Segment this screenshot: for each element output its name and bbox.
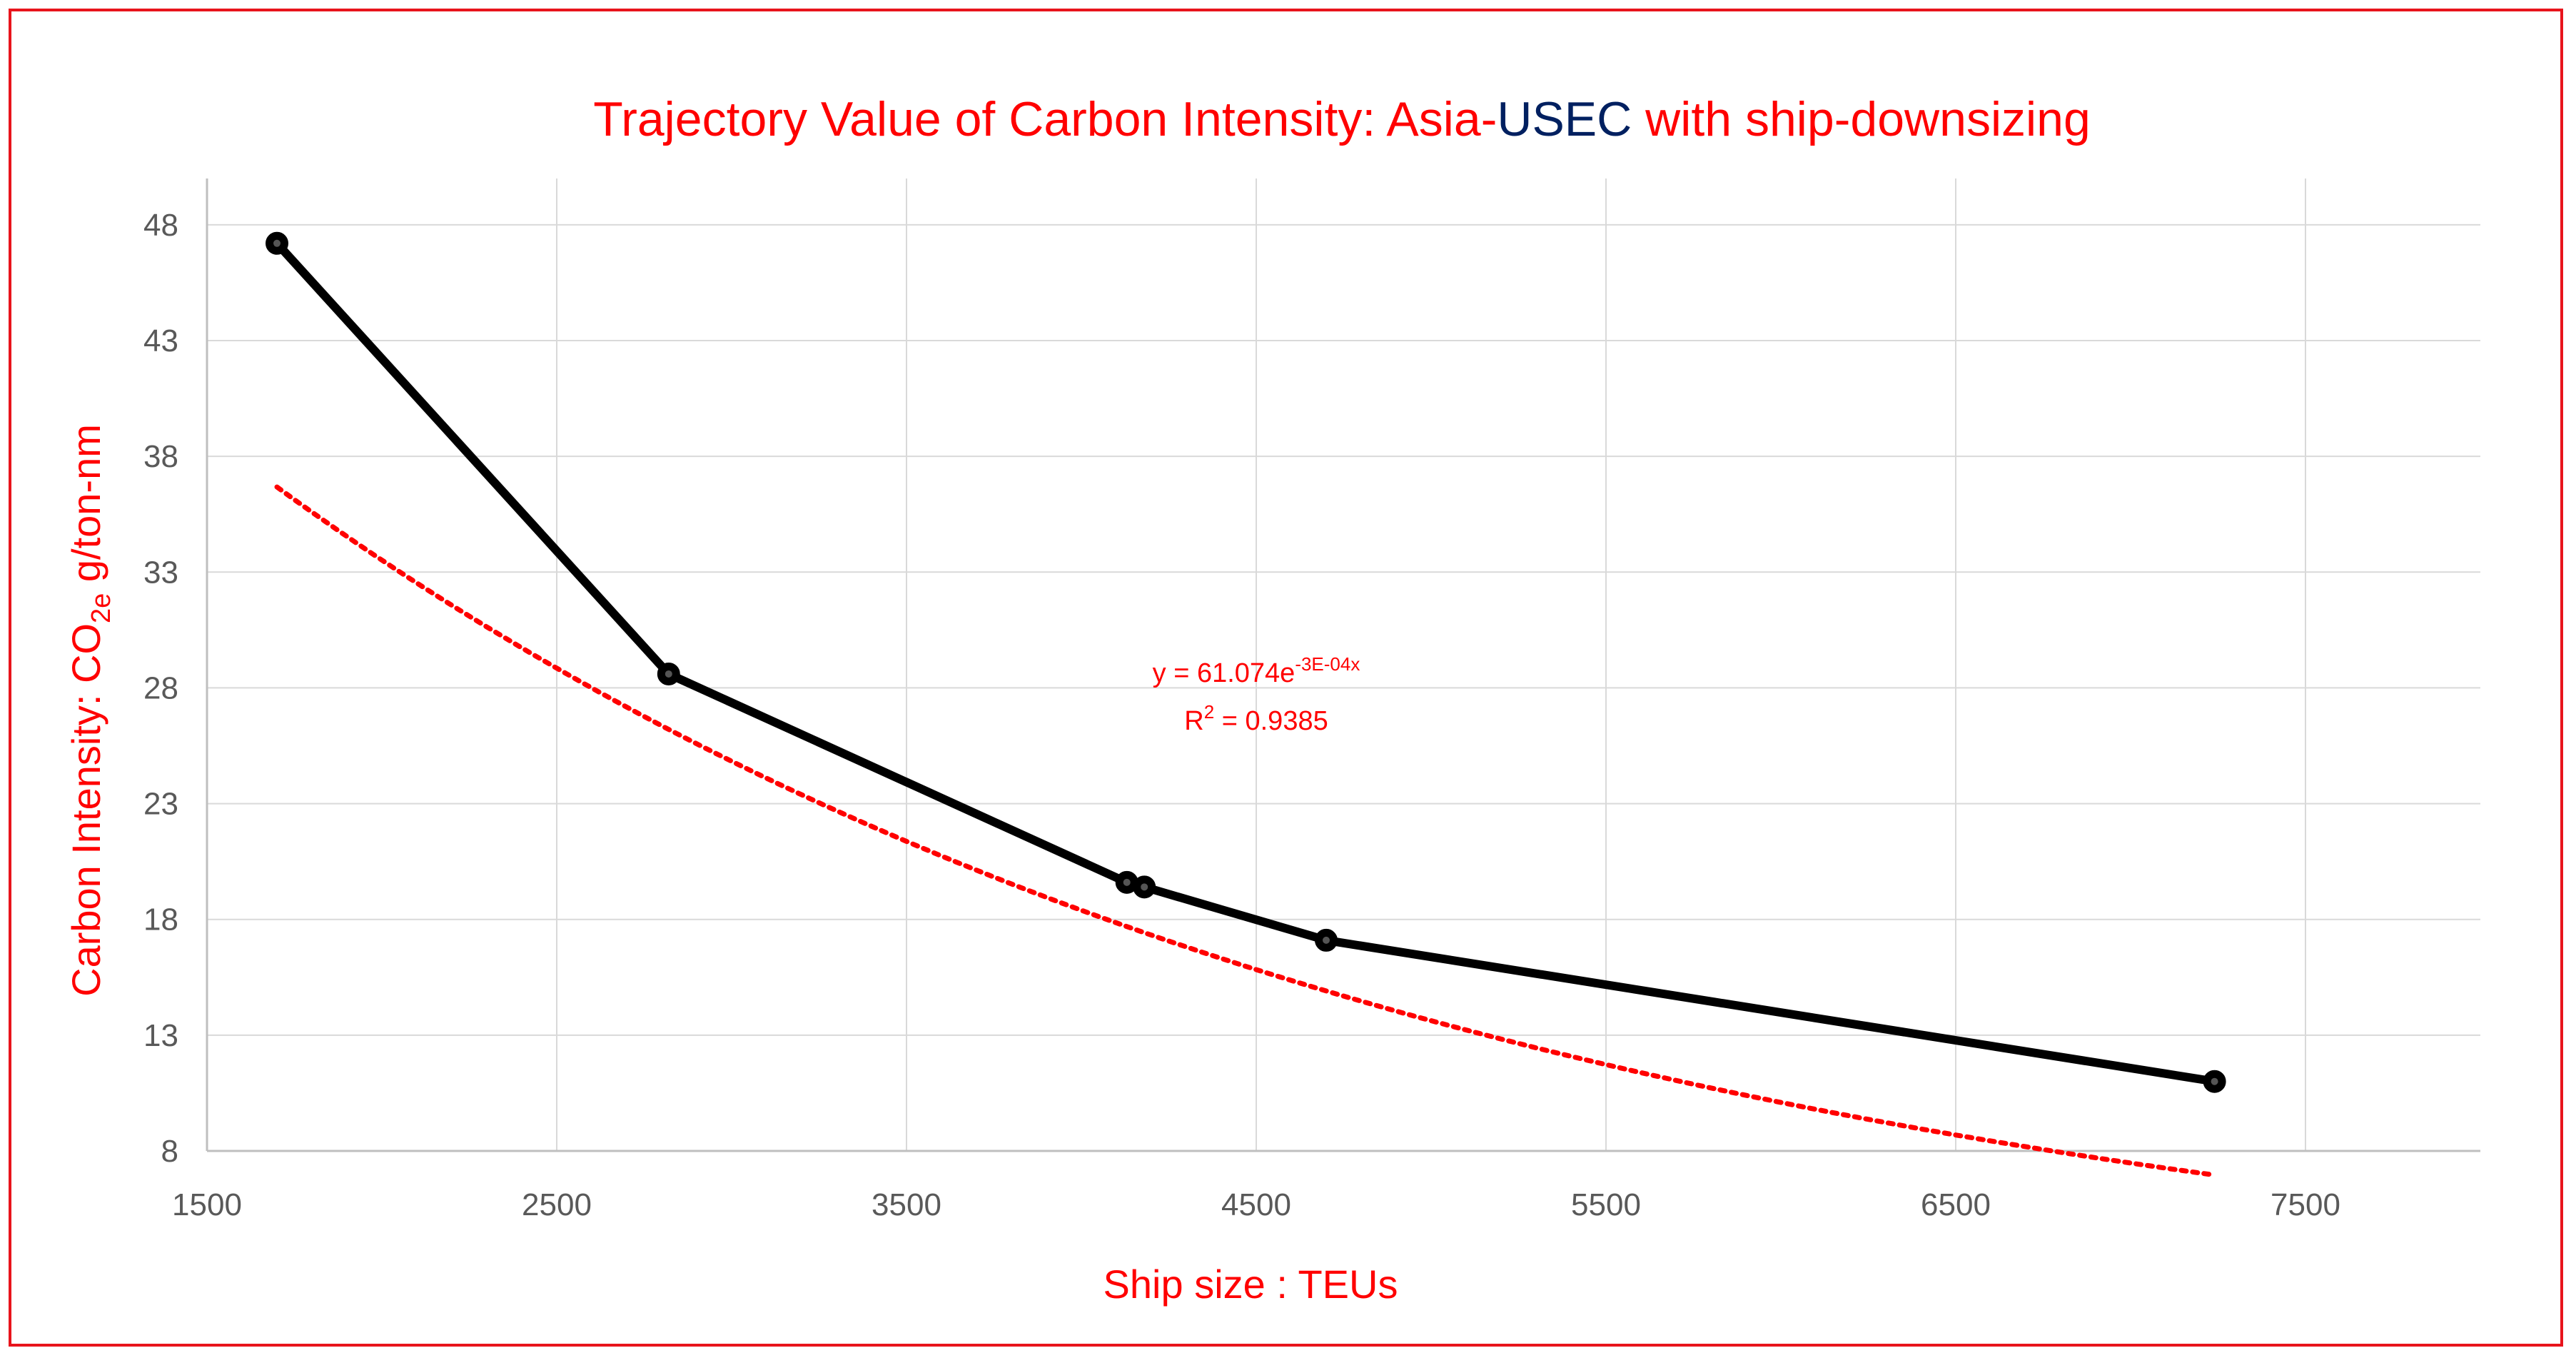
y-tick-label: 18 (143, 902, 178, 937)
data-point-center (1141, 883, 1148, 891)
y-axis-title-text: g/ton-nm (64, 424, 108, 593)
trendline-equation: y = 61.074e-3E-04x (1153, 653, 1360, 688)
trendline-group (274, 484, 2218, 1178)
y-tick-labels: 8 13 18 23 28 33 38 43 48 (143, 208, 178, 1169)
x-tick-label: 5500 (1571, 1187, 1641, 1222)
equation-exponent: -3E-04x (1295, 653, 1360, 675)
chart-title: Trajectory Value of Carbon Intensity: As… (593, 92, 2091, 146)
title-segment: with ship-downsizing (1632, 92, 2091, 146)
data-point-center (2211, 1077, 2218, 1085)
y-tick-label: 43 (143, 323, 178, 358)
x-tick-label: 3500 (872, 1187, 941, 1222)
x-tick-label: 2500 (522, 1187, 592, 1222)
y-axis-title-text: Carbon Intensity: CO (64, 623, 108, 997)
equation-base: y = 61.074e (1153, 658, 1295, 688)
x-tick-label: 1500 (172, 1187, 242, 1222)
r2-value: = 0.9385 (1214, 706, 1328, 736)
y-tick-label: 13 (143, 1018, 178, 1053)
x-tick-label: 4500 (1221, 1187, 1291, 1222)
chart-frame (9, 9, 2563, 1347)
x-tick-label: 7500 (2271, 1187, 2340, 1222)
data-point-center (1323, 936, 1330, 944)
y-tick-label: 48 (143, 208, 178, 243)
r2-base: R (1184, 706, 1203, 736)
y-axis-title-subscript: 2e (86, 593, 116, 623)
y-tick-label: 8 (161, 1134, 178, 1169)
y-tick-label: 28 (143, 670, 178, 705)
x-tick-labels: 1500 2500 3500 4500 5500 6500 7500 (172, 1187, 2340, 1222)
data-point-center (1123, 878, 1131, 886)
data-point-center (273, 239, 281, 247)
y-axis-title: Carbon Intensity: CO2e g/ton-nm (64, 424, 116, 997)
gridlines (207, 178, 2480, 1151)
y-tick-label: 33 (143, 555, 178, 590)
title-segment: Trajectory Value of Carbon Intensity: As… (593, 92, 1497, 146)
y-tick-label: 23 (143, 787, 178, 822)
data-point-center (665, 670, 672, 678)
title-segment: USEC (1497, 92, 1632, 146)
x-axis-title: Ship size : TEUs (1103, 1262, 1398, 1307)
x-tick-label: 6500 (1921, 1187, 1991, 1222)
series-group (266, 231, 2226, 1093)
axes (206, 178, 2480, 1152)
r2-exponent: 2 (1204, 701, 1214, 723)
trendline-r-squared: R2 = 0.9385 (1184, 701, 1328, 736)
trendline (274, 484, 2218, 1178)
y-tick-label: 38 (143, 439, 178, 474)
